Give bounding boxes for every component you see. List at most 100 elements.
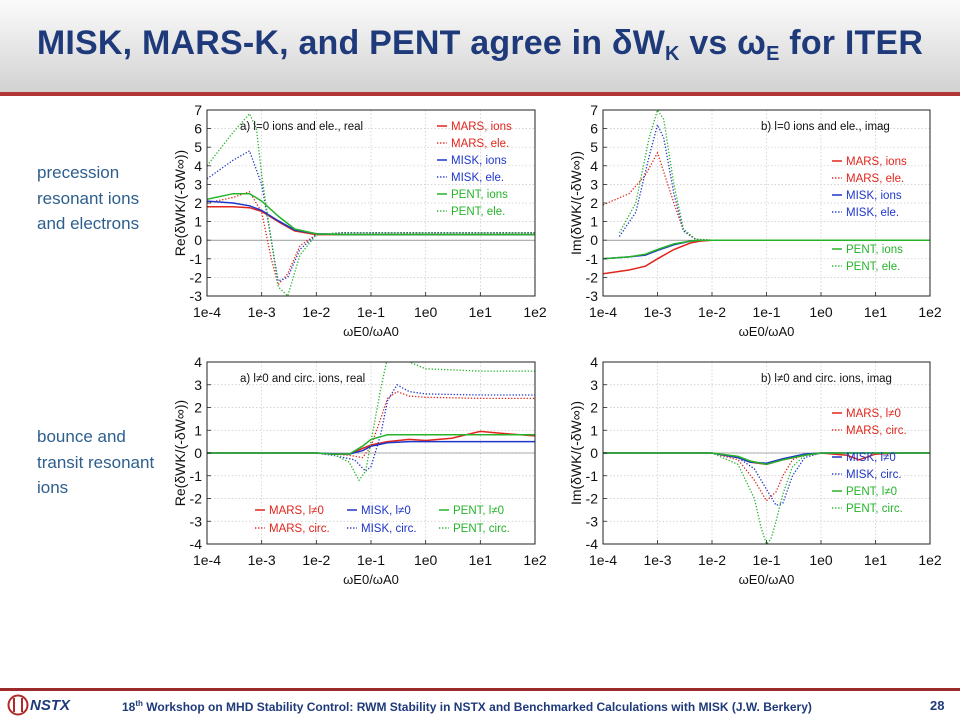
y-tick-label: -2 (586, 269, 599, 285)
y-tick-label: -1 (190, 468, 203, 484)
legend-entry: MARS, ions (451, 121, 512, 133)
legend-entry: MARS, l≠0 (269, 505, 324, 517)
y-axis-label: Re(δWK/(-δW∞)) (172, 150, 188, 256)
x-tick-label: 1e2 (918, 552, 942, 568)
legend-entry: PENT, ele. (846, 261, 900, 273)
series-line-pent-ele- (618, 110, 930, 241)
title-mid: vs ω (679, 24, 767, 62)
x-tick-label: 1e-1 (357, 304, 385, 320)
x-tick-label: 1e-4 (589, 304, 617, 320)
y-tick-label: 1 (590, 214, 598, 230)
legend-entry: MISK, ele. (846, 207, 899, 219)
nstx-logo-icon (7, 694, 29, 716)
y-tick-label: 0 (194, 232, 202, 248)
y-tick-label: -3 (190, 288, 203, 304)
legend-entry: MARS, l≠0 (846, 408, 901, 420)
footer-band (0, 688, 960, 723)
x-axis-label: ωE0/ωA0 (739, 324, 795, 339)
y-tick-label: 4 (194, 354, 202, 370)
title-subscript-e: E (766, 43, 780, 65)
legend-entry: MARS, ele. (846, 173, 904, 185)
legend-entry: PENT, circ. (846, 503, 903, 515)
y-tick-label: 3 (590, 176, 598, 192)
x-tick-label: 1e-3 (248, 304, 276, 320)
legend: MARS, ions MARS, ele. MISK, ions MISK, ele.… (832, 156, 907, 273)
y-tick-label: 4 (194, 158, 202, 174)
chart-3: 1e-4 1e-3 1e-2 1e-1 1e0 1e1 1e2 -4 -3 -2 -1 0 1 2 3 4 ωE… (172, 354, 547, 587)
y-tick-label: 2 (194, 195, 202, 211)
x-tick-label: 1e-2 (302, 552, 330, 568)
title-main: MISK, MARS-K, and PENT agree in δW (36, 24, 666, 62)
y-tick-label: 4 (590, 158, 598, 174)
x-axis-label: ωE0/ωA0 (343, 572, 399, 587)
legend-entry: MARS, circ. (846, 425, 907, 437)
legend-entry: MISK, l≠0 (361, 505, 411, 517)
series-group (207, 112, 535, 296)
y-tick-label: 5 (194, 139, 202, 155)
x-tick-label: 1e0 (809, 304, 833, 320)
x-tick-label: 1e-3 (643, 304, 671, 320)
x-tick-label: 1e2 (918, 304, 942, 320)
y-tick-label: -2 (190, 269, 203, 285)
x-tick-label: 1e1 (864, 304, 888, 320)
x-tick-label: 1e0 (414, 552, 438, 568)
x-axis-label: ωE0/ωA0 (739, 572, 795, 587)
y-axis-label: Im(δWK/(-δW∞)) (568, 401, 584, 505)
x-tick-label: 1e2 (523, 552, 547, 568)
series-group (603, 110, 930, 275)
footer-logo-text: NSTX (30, 697, 71, 714)
y-tick-label: 2 (590, 400, 598, 416)
series-line-pent-circ- (603, 452, 930, 544)
chart-1: 1e-4 1e-3 1e-2 1e-1 1e0 1e1 1e2 -3 -2 -1 0 1 2 3 4 5 6 7 ω… (172, 102, 547, 339)
x-tick-label: 1e-2 (302, 304, 330, 320)
series-line-pent-ions (207, 192, 535, 236)
y-tick-label: 3 (194, 377, 202, 393)
legend: MARS, ions MARS, ele. MISK, ions MISK, ele.… (437, 121, 512, 218)
y-tick-label: 6 (590, 121, 598, 137)
y-tick-label: 6 (194, 121, 202, 137)
x-tick-label: 1e-3 (248, 552, 276, 568)
x-tick-label: 1e1 (864, 552, 888, 568)
series-group (207, 362, 535, 482)
series-group (603, 452, 930, 544)
title-band (0, 0, 960, 92)
legend-entry: PENT, l≠0 (846, 486, 897, 498)
legend-entry: PENT, circ. (453, 523, 510, 535)
title-end: for ITER (779, 24, 924, 62)
y-tick-label: 3 (590, 377, 598, 393)
y-tick-label: -4 (586, 536, 599, 552)
legend: MARS, l≠0 MARS, circ. MISK, l≠0 MISK, circ.… (832, 408, 907, 515)
x-tick-label: 1e-2 (698, 552, 726, 568)
x-axis-label: ωE0/ωA0 (343, 324, 399, 339)
y-tick-label: 4 (590, 354, 598, 370)
y-tick-label: -3 (190, 513, 203, 529)
legend-entry: PENT, ele. (451, 206, 505, 218)
panel-title: b) l≠0 and circ. ions, imag (761, 373, 892, 385)
y-tick-label: 7 (194, 102, 202, 118)
legend-entry: MISK, ele. (451, 172, 504, 184)
y-tick-label: -2 (586, 491, 599, 507)
y-tick-label: -3 (586, 513, 599, 529)
legend-entry: PENT, ions (451, 189, 508, 201)
series-line-pent-ions (603, 239, 930, 260)
x-tick-label: 1e-4 (193, 552, 221, 568)
y-tick-label: 0 (590, 445, 598, 461)
y-tick-label: 7 (590, 102, 598, 118)
y-tick-label: 0 (590, 232, 598, 248)
y-tick-label: 3 (194, 176, 202, 192)
y-axis-label: Im(δWK/(-δW∞)) (568, 151, 584, 255)
side-label-precession: precession resonant ions and electrons (37, 163, 140, 233)
panel-title: a) l=0 ions and ele., real (240, 121, 363, 133)
legend-entry: MISK, circ. (846, 469, 902, 481)
footer-ordinal-suffix: th (135, 699, 143, 708)
legend-entry: PENT, ions (846, 244, 903, 256)
y-tick-label: 1 (194, 214, 202, 230)
title-subscript-k: K (665, 43, 680, 65)
slide-title: MISK, MARS-K, and PENT agree in δWK vs ω… (0, 24, 960, 66)
legend-entry: MISK, circ. (361, 523, 417, 535)
legend-entry: PENT, l≠0 (453, 505, 504, 517)
x-tick-label: 1e-1 (357, 552, 385, 568)
legend-entry: MARS, ele. (451, 138, 509, 150)
legend-entry: MISK, ions (846, 190, 902, 202)
y-tick-label: -2 (190, 491, 203, 507)
